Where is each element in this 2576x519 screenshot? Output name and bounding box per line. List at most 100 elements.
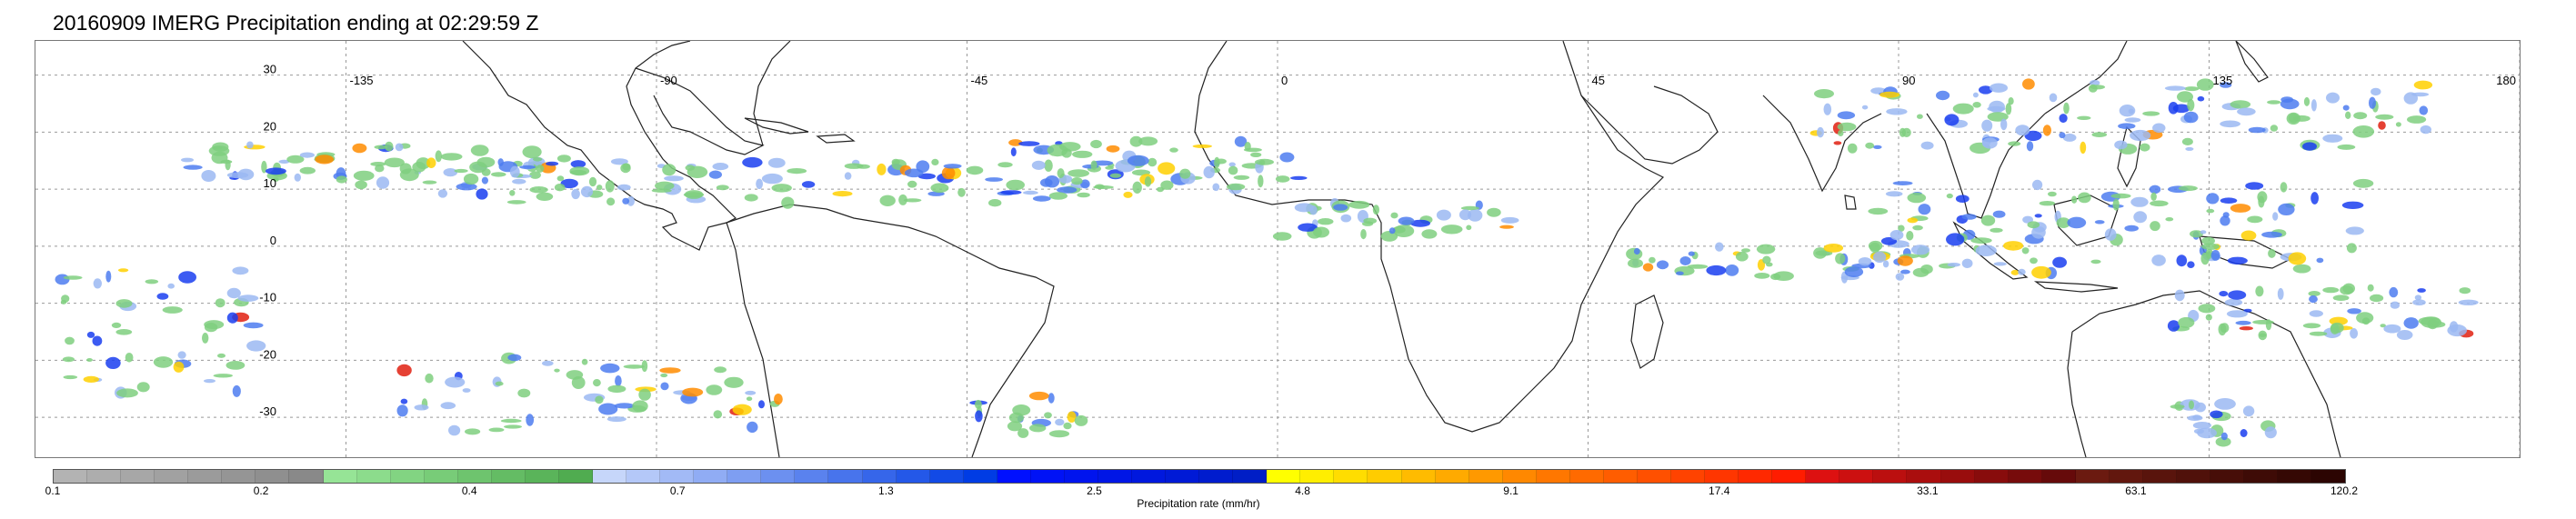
lon-label: -90 — [660, 74, 677, 87]
precip-cell — [2224, 298, 2243, 306]
precip-cell — [500, 418, 522, 424]
precip-cell — [1900, 269, 1910, 274]
precip-cell — [641, 360, 648, 373]
coastline-north-america — [462, 41, 737, 251]
precip-cell — [2239, 326, 2253, 331]
lon-label: 180 — [2496, 74, 2516, 87]
precip-cell — [1158, 162, 1176, 175]
precip-cell — [1466, 225, 1472, 231]
precip-cell — [2192, 422, 2211, 429]
precip-cell — [744, 194, 758, 202]
precip-cell — [1348, 200, 1370, 209]
precip-cell — [1017, 428, 1029, 438]
precip-cell — [1980, 215, 1996, 226]
colorbar-segment — [1435, 470, 1469, 483]
precip-cell — [509, 190, 516, 196]
precip-cell — [1823, 244, 1844, 253]
precip-cell — [2056, 217, 2070, 229]
precip-cell — [1093, 185, 1114, 189]
precip-cell — [606, 197, 616, 206]
precip-cell — [2150, 192, 2157, 201]
precip-cell — [1687, 264, 1709, 269]
precip-cell — [554, 184, 566, 192]
precip-cell — [2192, 414, 2202, 420]
precip-cell — [2350, 328, 2359, 339]
precip-cell — [395, 143, 404, 152]
precip-cell — [265, 167, 286, 175]
precip-cell — [2378, 121, 2386, 130]
precip-cell — [463, 173, 479, 185]
precip-cell — [2031, 265, 2051, 279]
precip-cell — [1861, 105, 1869, 110]
precip-cell — [2090, 79, 2100, 86]
precip-cell — [2352, 125, 2375, 138]
precip-cell — [440, 402, 456, 410]
colorbar-tick-label: 1.3 — [878, 484, 894, 497]
precip-cell — [2178, 316, 2195, 328]
precip-cell — [1215, 158, 1227, 165]
precip-cell — [2227, 256, 2248, 264]
precip-cell — [606, 416, 626, 423]
precip-cell — [1138, 136, 1158, 146]
precip-cell — [2412, 299, 2426, 306]
colorbar-segment — [1536, 470, 1570, 483]
colorbar-segment — [1132, 470, 1167, 483]
precip-cell — [975, 410, 983, 423]
precip-cell — [2000, 118, 2008, 131]
precip-cell — [2383, 324, 2401, 334]
precip-cell — [2270, 125, 2279, 132]
precip-cell — [115, 329, 133, 335]
precip-cell — [226, 172, 249, 179]
precip-cell — [2303, 96, 2310, 106]
precip-cell — [844, 172, 852, 180]
precip-cell — [204, 379, 216, 384]
precip-cell — [615, 375, 622, 387]
precip-cell — [435, 150, 442, 163]
precip-cell — [832, 191, 853, 197]
colorbar-segment — [2176, 470, 2210, 483]
precip-cell — [1869, 242, 1880, 253]
precip-cell — [2267, 100, 2281, 105]
colorbar-segment — [2244, 470, 2279, 483]
precip-cell — [1979, 85, 1993, 95]
precip-cell — [1838, 130, 1844, 136]
precip-cell — [1212, 183, 1220, 192]
precip-cell — [1970, 237, 1992, 244]
precip-cell — [1105, 165, 1114, 170]
precip-cell — [86, 358, 93, 362]
precip-cell — [2104, 228, 2117, 241]
colorbar-ticks: 0.1 0.2 0.4 0.7 1.3 2.5 4.8 9.1 17.4 33.1 63.1 120.… — [45, 484, 2358, 499]
precip-cell — [2361, 317, 2371, 325]
colorbar-segment — [1300, 470, 1335, 483]
precip-cell — [1981, 119, 1993, 132]
precip-cell — [156, 293, 169, 300]
precip-cell — [2021, 247, 2030, 255]
precip-cell — [1814, 89, 1834, 99]
precip-cell — [399, 168, 419, 182]
precip-cell — [2027, 221, 2040, 229]
precip-cell — [2187, 99, 2195, 112]
precip-cell — [1656, 260, 1669, 270]
precip-cell — [1725, 264, 1739, 276]
precip-cell — [1889, 230, 1904, 241]
precip-cell — [2396, 330, 2413, 340]
precip-cell — [2353, 112, 2368, 120]
lon-label: 90 — [1902, 74, 1915, 87]
precip-cell — [708, 170, 723, 179]
precip-cell — [569, 166, 590, 176]
precip-cell — [491, 172, 506, 177]
precip-cell — [1436, 209, 1451, 221]
precip-cell — [2345, 226, 2364, 235]
precip-cell — [620, 163, 631, 174]
colorbar-segment — [727, 470, 762, 483]
precip-cell — [659, 367, 681, 374]
colorbar-tick-label: 0.7 — [669, 484, 686, 497]
precip-cell — [716, 185, 729, 191]
precip-cell — [2369, 96, 2376, 109]
precip-cell — [243, 322, 264, 329]
precip-cell — [1363, 217, 1378, 225]
precip-cell — [1961, 258, 1973, 268]
colorbar-segment — [1974, 470, 2009, 483]
precip-cell — [2347, 308, 2361, 314]
precip-cell — [1990, 83, 2008, 93]
